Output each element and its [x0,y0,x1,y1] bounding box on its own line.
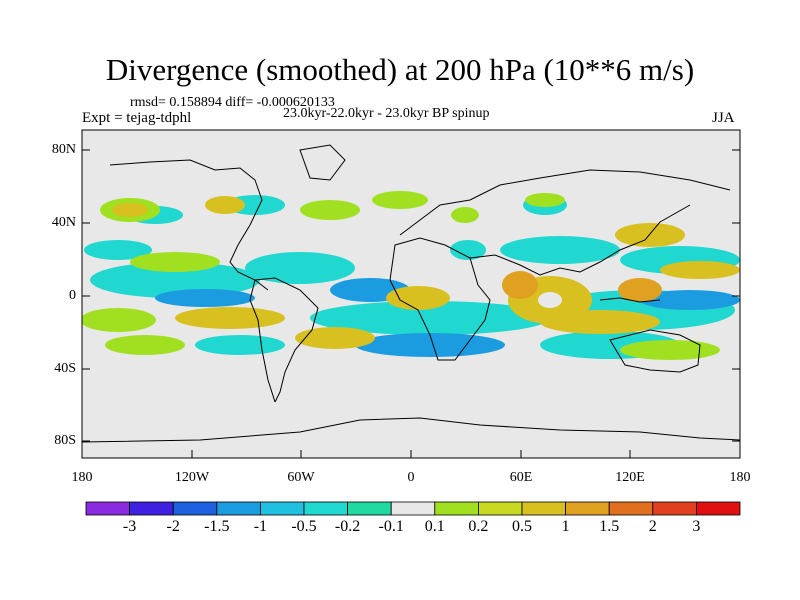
colorbar-label: 0.5 [512,518,532,535]
field-patch [660,261,740,279]
field-patch [525,193,565,207]
colorbar-label: 1.5 [599,518,620,535]
coastlines [82,144,740,443]
colorbar-swatch [129,501,174,516]
lon-label: 60W [287,470,315,485]
colorbar [85,501,741,516]
divergence-field [82,191,740,360]
field-patch [450,240,486,260]
field-patch [500,236,620,264]
plot-title: Divergence (smoothed) at 200 hPa (10**6 … [105,52,695,87]
field-patch [615,223,685,247]
field-patch [205,196,245,214]
south-america-outline [254,277,319,403]
field-patch [502,271,538,299]
south-america-west-outline [249,279,276,403]
colorbar-label: -1.5 [204,518,230,535]
asia-south-outline [469,204,691,276]
colorbar-swatch [85,501,130,516]
lat-label: 0 [69,288,76,303]
colorbar-swatch [696,501,741,516]
field-patch [105,335,185,355]
eurasia-north-outline [399,169,731,236]
field-patch [112,203,148,217]
colorbar-label: 3 [692,518,701,535]
field-patch [90,262,260,298]
field-patch [175,307,285,329]
greenland-outline [299,144,346,181]
colorbar-swatch [521,501,566,516]
field-patch [155,289,255,307]
north-america-outline [109,159,269,291]
colorbar-label: -0.1 [378,518,404,535]
colorbar-label: 0.1 [424,518,445,535]
field-patch [386,286,450,310]
field-patch [538,292,562,308]
field-patch [245,252,355,284]
colorbar-swatch [477,501,523,516]
colorbar-swatch [259,501,305,516]
axis-ticks [81,149,741,458]
field-patch [310,301,550,335]
colorbar-label: -0.5 [291,518,317,535]
lon-label: 60E [509,470,533,485]
lat-label: 80N [51,142,76,157]
lat-label: 40S [54,361,76,376]
field-patch [451,207,479,223]
colorbar-swatch [434,501,479,516]
colorbar-swatch [565,501,610,516]
colorbar-swatch [652,501,697,516]
season-label: JJA [712,110,735,126]
lon-label: 0 [407,470,415,485]
lon-label: 120W [174,470,210,485]
colorbar-label: -2 [166,518,180,535]
colorbar-swatch [303,501,348,516]
colorbar-label: 0.2 [468,518,489,535]
field-patch [195,335,285,355]
field-patch [300,200,360,220]
lat-label: 80S [54,433,76,448]
stats-label: rmsd= 0.158894 diff= -0.000620133 [130,95,335,110]
field-patch [640,290,740,310]
australia-outline [609,329,701,373]
colorbar-label: -1 [253,518,268,535]
colorbar-label: 1 [561,518,570,535]
field-patch [82,308,156,332]
colorbar-label: -0.2 [334,518,361,535]
lon-label: 180 [729,470,751,485]
colorbar-swatch [216,501,261,516]
period-label: 23.0kyr-22.0kyr - 23.0kyr BP spinup [283,106,490,121]
field-patch [295,327,375,349]
field-patch [84,240,152,260]
field-patch [620,340,720,360]
africa-outline [389,237,491,361]
field-patch [618,278,662,302]
colorbar-swatch [347,501,392,516]
field-patch [130,252,220,272]
antarctica-outline [82,417,740,443]
lon-label: 120E [615,470,645,485]
colorbar-swatch [390,501,436,516]
colorbar-label: -3 [122,518,137,535]
colorbar-swatch [172,501,218,516]
lat-label: 40N [51,215,76,230]
field-patch [372,191,428,209]
colorbar-label: 2 [648,518,657,535]
field-patch [540,310,660,334]
field-patch [355,333,505,357]
experiment-label: Expt = tejag-tdphl [82,110,192,126]
colorbar-swatch [608,501,654,516]
lon-label: 180 [71,470,93,485]
indonesia-outline [599,297,661,303]
